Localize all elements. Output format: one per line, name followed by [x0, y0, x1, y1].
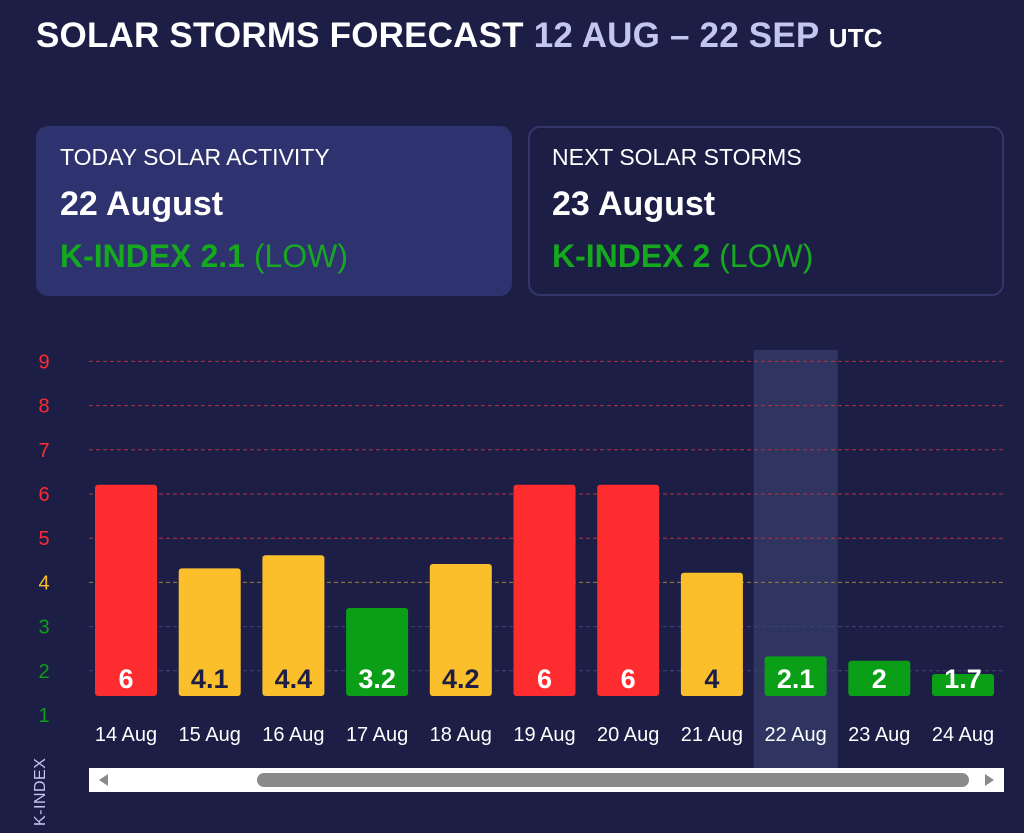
- bar-7: [680, 572, 743, 696]
- scroll-right-arrow-icon[interactable]: [985, 774, 994, 786]
- x-tick-label-10: 24 Aug: [932, 724, 994, 746]
- x-tick-label-5: 19 Aug: [513, 724, 575, 746]
- y-tick-label-8: 8: [38, 396, 49, 418]
- bar-value-label-10: 1.7: [944, 664, 982, 694]
- bar-2: [262, 555, 325, 696]
- bar-value-label-8: 2.1: [777, 664, 815, 694]
- y-tick-label-5: 5: [38, 528, 49, 550]
- bar-value-label-7: 4: [704, 664, 719, 694]
- x-tick-label-3: 17 Aug: [346, 724, 408, 746]
- next-card-date: 23 August: [552, 185, 716, 223]
- y-tick-label-1: 1: [38, 705, 49, 727]
- bar-6: [597, 484, 660, 696]
- bar-9: [848, 660, 911, 696]
- y-tick-label-9: 9: [38, 351, 49, 373]
- bar-value-label-4: 4.2: [442, 664, 480, 694]
- bar-value-label-6: 6: [621, 664, 636, 694]
- y-tick-label-4: 4: [38, 572, 49, 594]
- x-tick-label-6: 20 Aug: [597, 724, 659, 746]
- bar-5: [513, 484, 576, 696]
- x-tick-label-9: 23 Aug: [848, 724, 910, 746]
- today-kindex-value: K-INDEX 2.1: [60, 238, 245, 274]
- x-tick-label-4: 18 Aug: [430, 724, 492, 746]
- highlight-column: [753, 350, 838, 769]
- date-range: 12 AUG – 22 SEP: [533, 16, 819, 55]
- y-tick-label-3: 3: [38, 617, 49, 639]
- next-kindex-level: (LOW): [719, 238, 814, 274]
- x-tick-label-8: 22 Aug: [764, 724, 826, 746]
- today-card-date: 22 August: [60, 185, 224, 223]
- y-tick-label-7: 7: [38, 440, 49, 462]
- bar-value-label-0: 6: [118, 664, 133, 694]
- today-activity-card: TODAY SOLAR ACTIVITY 22 August K-INDEX 2…: [36, 126, 512, 296]
- bar-1: [178, 568, 241, 696]
- bar-4: [429, 564, 492, 696]
- bar-8: [764, 656, 827, 696]
- next-card-kindex: K-INDEX 2 (LOW): [552, 238, 980, 275]
- y-tick-label-6: 6: [38, 484, 49, 506]
- bar-value-label-1: 4.1: [191, 664, 229, 694]
- bar-0: [95, 484, 157, 696]
- x-tick-label-1: 15 Aug: [179, 724, 241, 746]
- bar-value-label-2: 4.4: [275, 664, 313, 694]
- timezone-label: UTC: [828, 23, 883, 53]
- scroll-thumb[interactable]: [257, 773, 969, 787]
- bar-10: [932, 674, 994, 696]
- today-kindex-level: (LOW): [253, 238, 349, 274]
- page-title: SOLAR STORMS FORECAST 12 AUG – 22 SEP UT…: [36, 16, 883, 56]
- x-tick-label-0: 14 Aug: [95, 724, 157, 746]
- bar-value-label-5: 6: [537, 664, 552, 694]
- y-tick-label-2: 2: [38, 661, 49, 683]
- next-storms-card: NEXT SOLAR STORMS 23 August K-INDEX 2 (L…: [528, 126, 1004, 296]
- bar-3: [346, 608, 409, 696]
- kindex-bar-chart: 1 2 3 4 5 6 7 8 9 6 14 Aug 4.1 15 Aug 4.4 16 Aug 3.2 17 …: [38, 350, 1004, 769]
- next-kindex-value: K-INDEX 2: [552, 238, 711, 274]
- today-card-label: TODAY SOLAR ACTIVITY: [60, 144, 330, 170]
- next-card-label: NEXT SOLAR STORMS: [552, 144, 802, 170]
- x-tick-label-7: 21 Aug: [681, 724, 743, 746]
- bar-value-label-3: 3.2: [358, 664, 396, 694]
- bar-value-label-9: 2: [872, 664, 887, 694]
- today-card-kindex: K-INDEX 2.1 (LOW): [60, 238, 488, 275]
- scroll-left-arrow-icon[interactable]: [99, 774, 108, 786]
- y-axis-label: K-INDEX: [32, 757, 49, 826]
- x-tick-label-2: 16 Aug: [262, 724, 324, 746]
- title-main: SOLAR STORMS FORECAST: [36, 16, 524, 55]
- chart-scrollbar[interactable]: [89, 768, 1004, 792]
